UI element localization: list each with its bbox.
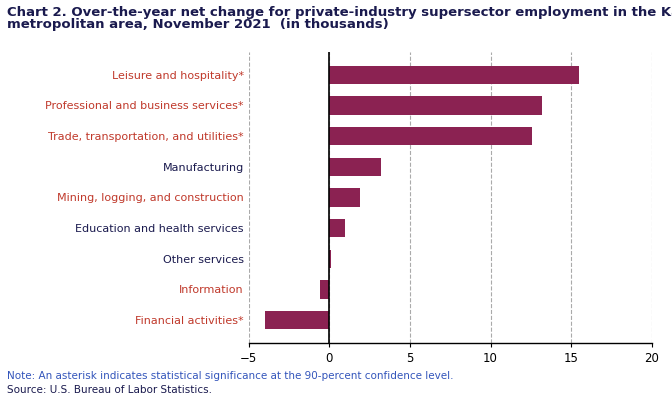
Text: Note: An asterisk indicates statistical significance at the 90-percent confidenc: Note: An asterisk indicates statistical … bbox=[7, 371, 453, 381]
Text: Chart 2. Over-the-year net change for private-industry supersector employment in: Chart 2. Over-the-year net change for pr… bbox=[7, 6, 672, 19]
Bar bbox=[265, 311, 329, 329]
Bar bbox=[329, 219, 345, 237]
Bar bbox=[329, 158, 381, 176]
Text: metropolitan area, November 2021  (in thousands): metropolitan area, November 2021 (in tho… bbox=[7, 18, 388, 31]
Bar bbox=[320, 280, 329, 299]
Bar bbox=[329, 127, 532, 145]
Bar bbox=[329, 96, 542, 115]
Bar bbox=[329, 188, 360, 207]
Bar bbox=[329, 249, 331, 268]
Bar bbox=[329, 66, 579, 84]
Text: Source: U.S. Bureau of Labor Statistics.: Source: U.S. Bureau of Labor Statistics. bbox=[7, 385, 212, 395]
